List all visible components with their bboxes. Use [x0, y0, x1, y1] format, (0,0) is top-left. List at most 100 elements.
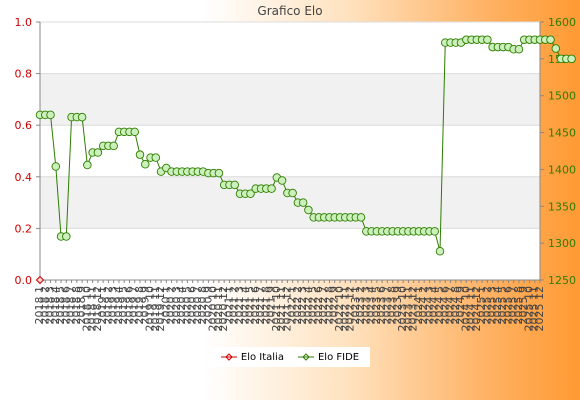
- x-tick-label: 2021 3: [233, 286, 246, 325]
- chart-title: Grafico Elo: [257, 4, 323, 18]
- x-tick-label: 2024 5: [433, 286, 446, 325]
- left-tick-label: 0.8: [15, 68, 33, 81]
- data-point-elo-fide: [246, 189, 255, 199]
- x-tick-label: 2022 5: [307, 286, 320, 325]
- x-tick-label: 2019 3: [107, 286, 120, 325]
- x-tick-label: 2023 7: [380, 286, 393, 325]
- x-tick-label: 2025 11: [528, 286, 541, 332]
- x-tick-label: 2021 9: [265, 286, 278, 325]
- x-tick-label: 2025 7: [507, 286, 520, 325]
- left-tick-label: 0.2: [15, 222, 33, 235]
- x-tick-label: 2018 11: [86, 286, 99, 332]
- data-point-elo-fide: [214, 168, 224, 178]
- data-point-elo-fide: [151, 153, 161, 162]
- x-tick-label: 2018 8: [70, 286, 83, 325]
- x-tick-label: 2020 12: [217, 286, 230, 332]
- x-tick-label: 2019 11: [149, 286, 162, 332]
- x-tick-label: 2022 9: [328, 286, 341, 325]
- x-tick-label: 2024 3: [422, 286, 435, 325]
- x-tick-label: 2025 10: [522, 286, 535, 332]
- x-tick-label: 2022 8: [322, 286, 335, 325]
- x-tick-label: 2018 1: [33, 286, 46, 325]
- x-tick-label: 2021 6: [249, 286, 262, 325]
- x-tick-label: 2023 5: [370, 286, 383, 325]
- x-tick-label: 2018 12: [91, 286, 104, 332]
- legend-item-elo-fide: Elo FIDE: [297, 351, 360, 363]
- x-tick-label: 2021 8: [259, 286, 272, 325]
- x-tick-label: 2023 6: [375, 286, 388, 325]
- right-tick-label: 1450: [548, 127, 576, 140]
- x-tick-label: 2020 11: [212, 286, 225, 332]
- x-tick-label: 2023 9: [391, 286, 404, 325]
- x-tick-label: 2022 6: [312, 286, 325, 325]
- x-tick-label: 2024 2: [417, 286, 430, 325]
- x-tick-label: 2019 9: [138, 286, 151, 325]
- x-tick-label: 2025 3: [486, 286, 499, 325]
- x-tick-label: 2018 5: [54, 286, 67, 325]
- x-tick-label: 2023 11: [401, 286, 414, 332]
- x-tick-label: 2022 10: [333, 286, 346, 332]
- x-tick-label: 2019 10: [144, 286, 157, 332]
- legend-marker-elo-fide-icon: [297, 353, 314, 361]
- x-tick-label: 2020 4: [175, 286, 188, 325]
- right-tick-label: 1500: [548, 90, 576, 103]
- x-tick-label: 2018 6: [59, 286, 72, 325]
- data-point-elo-fide: [546, 35, 555, 44]
- data-point-elo-fide: [83, 160, 92, 170]
- x-tick-label: 2019 4: [112, 286, 125, 325]
- legend-item-elo-italia: Elo Italia: [220, 352, 284, 363]
- x-tick-label: 2020 2: [165, 286, 178, 325]
- x-tick-label: 2018 3: [44, 286, 57, 325]
- x-tick-label: 2023 1: [349, 286, 362, 325]
- x-tick-label: 2022 3: [296, 286, 309, 325]
- data-point-elo-fide: [62, 232, 71, 241]
- legend-label-elo-fide: Elo FIDE: [317, 351, 360, 363]
- data-point-elo-fide: [277, 176, 287, 185]
- x-tick-label: 2023 4: [365, 286, 378, 325]
- data-point-elo-fide: [93, 148, 103, 157]
- left-tick-label: 0.0: [15, 274, 33, 287]
- x-tick-label: 2019 6: [122, 286, 135, 325]
- x-tick-label: 2021 10: [270, 286, 283, 332]
- x-tick-label: 2021 7: [254, 286, 267, 325]
- x-tick-label: 2020 7: [191, 286, 204, 325]
- x-tick-label: 2021 4: [238, 286, 251, 325]
- x-tick-label: 2019 12: [154, 286, 167, 332]
- x-tick-label: 2020 1: [159, 286, 172, 325]
- x-tick-label: 2021 2: [228, 286, 241, 325]
- data-point-elo-fide: [356, 213, 366, 222]
- x-tick-label: 2021 1: [222, 286, 235, 325]
- data-point-elo-fide: [51, 162, 61, 171]
- x-tick-label: 2018 2: [38, 286, 51, 325]
- data-point-elo-fide: [304, 205, 313, 215]
- x-tick-label: 2024 7: [444, 286, 457, 325]
- x-tick-label: 2024 1: [412, 286, 425, 325]
- x-tick-label: 2025 12: [533, 286, 546, 332]
- data-point-elo-fide: [288, 188, 297, 198]
- x-tick-label: 2022 1: [286, 286, 299, 325]
- x-tick-label: 2018 7: [65, 286, 78, 325]
- x-tick-label: 2022 4: [301, 286, 314, 325]
- data-point-elo-fide: [514, 45, 524, 54]
- x-tick-label: 2024 10: [459, 286, 472, 332]
- x-tick-label: 2021 5: [244, 286, 257, 325]
- right-tick-label: 1250: [548, 274, 576, 287]
- x-tick-label: 2023 3: [359, 286, 372, 325]
- x-tick-label: 2020 5: [180, 286, 193, 325]
- x-tick-label: 2018 9: [75, 286, 88, 325]
- grid-band: [40, 176, 540, 229]
- data-point-elo-fide: [567, 54, 576, 64]
- x-tick-label: 2022 7: [317, 286, 330, 325]
- data-point-elo-fide: [77, 112, 87, 122]
- data-point-elo-fide: [141, 160, 150, 169]
- x-tick-label: 2025 4: [491, 286, 504, 325]
- x-tick-label: 2023 2: [354, 286, 367, 325]
- x-tick-label: 2020 9: [201, 286, 214, 325]
- x-tick-label: 2019 7: [128, 286, 141, 325]
- x-tick-label: 2020 3: [170, 286, 183, 325]
- x-tick-label: 2023 10: [396, 286, 409, 332]
- data-point-elo-italia: [35, 275, 45, 285]
- data-point-elo-fide: [551, 44, 561, 53]
- x-tick-label: 2022 12: [344, 286, 357, 332]
